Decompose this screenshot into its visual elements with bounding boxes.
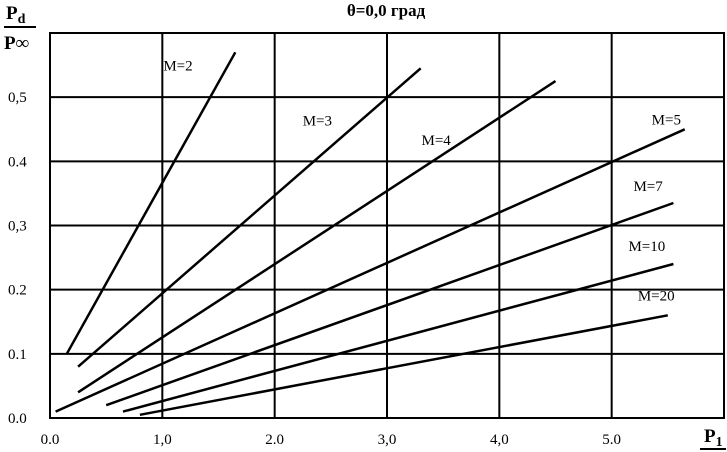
series-label: M=5 — [652, 112, 681, 128]
y-tick-label: 0.2 — [8, 283, 27, 299]
series-label: M=10 — [628, 239, 665, 255]
y-axis-label: Pd P∞ — [4, 3, 36, 54]
series-label: M=3 — [303, 113, 332, 129]
series-group: M=2 M=3 M=4 M=5 M=7 M=10 M=20 — [55, 51, 686, 417]
x-tick-label: 4,0 — [490, 432, 509, 448]
series-label: M=7 — [633, 179, 663, 195]
chart-title: θ=0,0 град — [347, 1, 426, 20]
y-tick-label: 0,5 — [8, 90, 27, 106]
series-label: M=20 — [638, 288, 675, 304]
series-label: M=4 — [422, 133, 452, 149]
series-line-m-10 — [122, 262, 674, 413]
y-tick-label: 0.0 — [8, 411, 27, 427]
series-line-m-7 — [105, 201, 674, 407]
series-line-m-5 — [55, 128, 686, 413]
x-tick-label: 0.0 — [41, 432, 60, 448]
series-line-m-20 — [139, 314, 669, 417]
x-axis-label-text: P1 — [704, 426, 723, 450]
series-line-m-3 — [77, 67, 422, 368]
x-tick-label: 5.0 — [602, 432, 621, 448]
series-line-m-2 — [65, 51, 237, 355]
y-tick-label: 0.1 — [8, 347, 27, 363]
series-line-m-4 — [77, 80, 557, 394]
x-tick-label: 3,0 — [378, 432, 397, 448]
x-tick-label: 1,0 — [153, 432, 172, 448]
x-axis-label: P1 — [700, 426, 726, 450]
y-axis-label-numerator: Pd — [6, 3, 26, 27]
grid — [49, 32, 725, 419]
tick-labels: 0.0 1,0 2.0 3,0 4,0 5.0 0.0 0.1 0.2 0,3 0.4 0,5 — [8, 90, 621, 448]
series-label: M=2 — [163, 58, 192, 74]
y-tick-label: 0.4 — [8, 154, 27, 170]
y-tick-label: 0,3 — [8, 219, 27, 235]
y-axis-label-denominator: P∞ — [4, 33, 29, 54]
x-tick-label: 2.0 — [265, 432, 284, 448]
